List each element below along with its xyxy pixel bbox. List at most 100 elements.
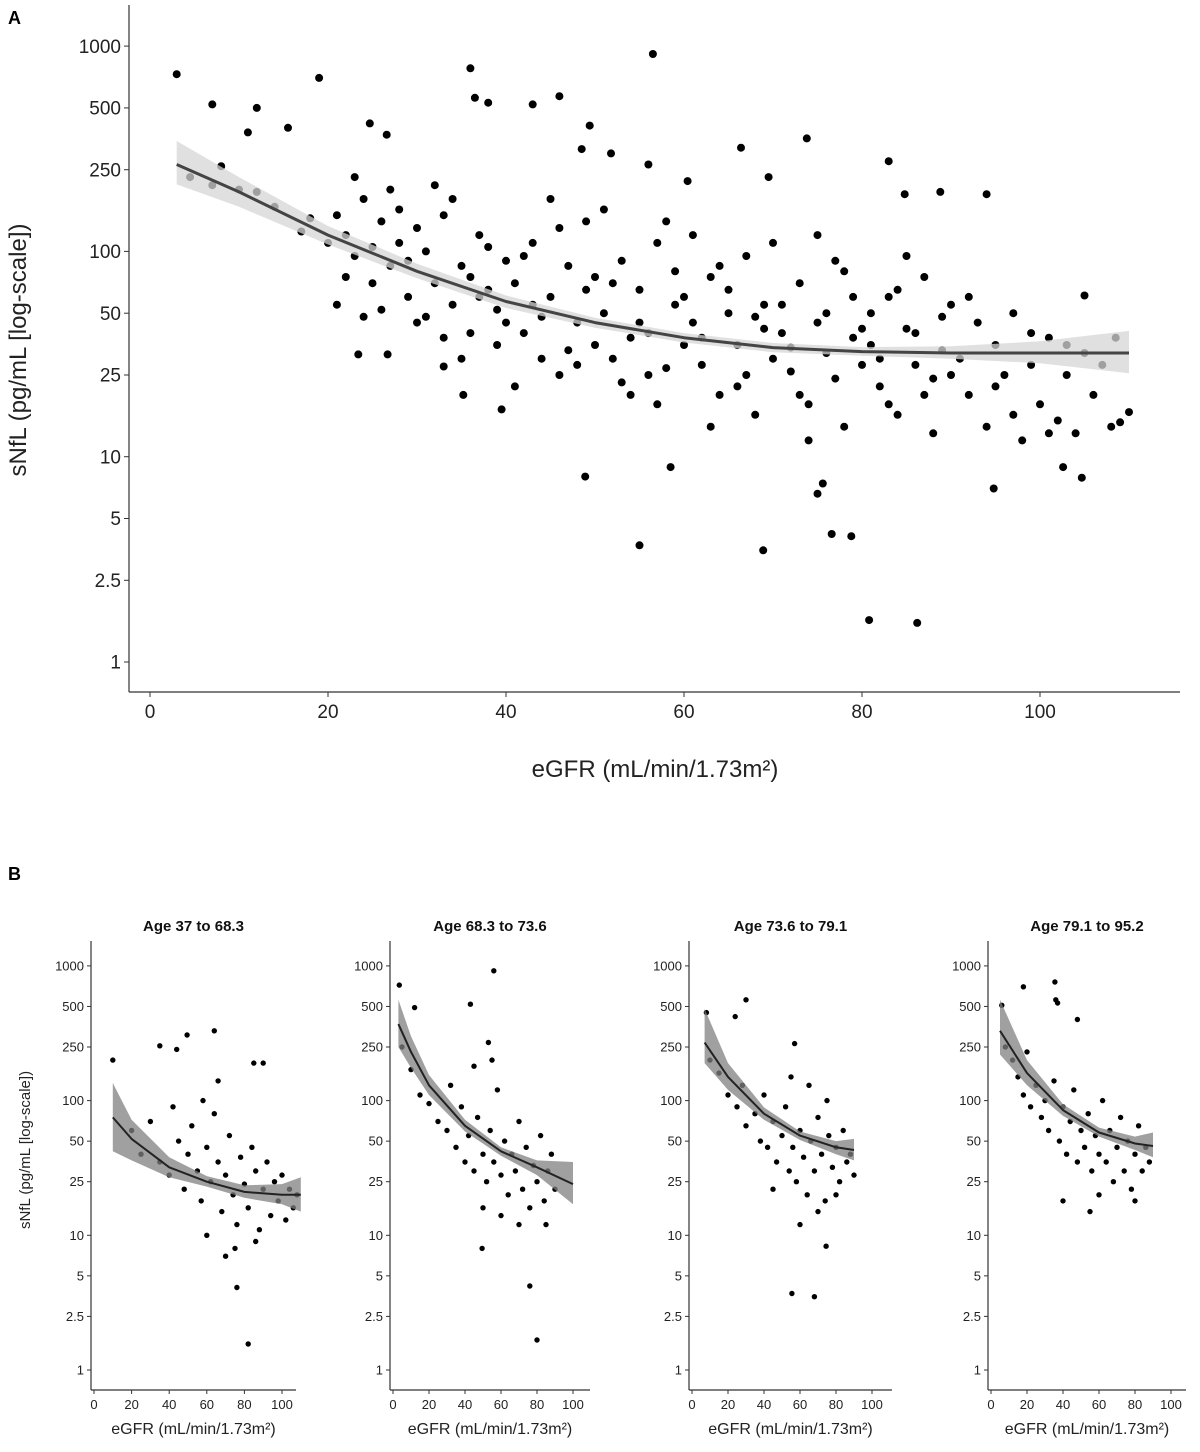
- data-point: [234, 1221, 240, 1228]
- data-point: [599, 309, 608, 318]
- panel-a-x-axis-title: eGFR (mL/min/1.73m²): [532, 756, 779, 783]
- confidence-band: [112, 1083, 301, 1212]
- data-point: [743, 997, 749, 1003]
- y-tick-label: 2.5: [365, 1309, 383, 1324]
- data-point: [453, 1144, 459, 1151]
- data-point: [840, 267, 849, 276]
- data-point: [510, 382, 519, 391]
- data-point: [534, 1179, 540, 1185]
- data-point: [847, 532, 856, 541]
- data-point: [786, 367, 795, 376]
- data-point: [1053, 416, 1062, 425]
- data-point: [662, 217, 671, 226]
- data-point: [608, 279, 617, 288]
- panel-label-a: A: [8, 8, 21, 28]
- data-point: [470, 93, 479, 102]
- data-point: [1000, 371, 1009, 379]
- data-point: [493, 305, 502, 314]
- data-point: [471, 1063, 477, 1069]
- data-point: [791, 1040, 798, 1047]
- data-point: [243, 128, 252, 137]
- data-point: [1062, 371, 1071, 379]
- y-tick-label: 1: [376, 1363, 383, 1378]
- x-tick-label: 100: [861, 1397, 883, 1412]
- data-point: [382, 130, 391, 139]
- facet-title: Age 79.1 to 95.2: [1030, 918, 1143, 935]
- fit-line: [703, 1041, 855, 1151]
- data-point: [947, 300, 955, 309]
- data-point: [505, 1192, 511, 1198]
- confidence-band: [398, 999, 573, 1205]
- data-point: [929, 374, 938, 383]
- x-tick-label: 40: [495, 702, 516, 723]
- data-point: [493, 341, 502, 349]
- data-point: [396, 982, 402, 988]
- data-point: [1078, 1127, 1084, 1134]
- data-point: [268, 1212, 274, 1219]
- data-point: [823, 1243, 829, 1249]
- data-point: [447, 1082, 454, 1089]
- data-point: [1045, 1127, 1052, 1134]
- data-point: [770, 1186, 776, 1192]
- data-point: [498, 1212, 504, 1219]
- data-point: [626, 333, 635, 342]
- data-point: [1063, 1151, 1070, 1157]
- data-point: [204, 1232, 210, 1239]
- data-point: [501, 1138, 508, 1144]
- data-point: [413, 224, 421, 232]
- data-point: [516, 1118, 522, 1125]
- y-tick-label: 25: [668, 1174, 682, 1189]
- data-point: [448, 300, 457, 309]
- y-tick-label: 25: [967, 1174, 981, 1189]
- data-point: [635, 541, 644, 550]
- data-point: [964, 390, 973, 399]
- facet-panel: 1 2.5 5 10 25 50 100 250 500 1000 0 20 40 60 80 100 Age …: [653, 918, 892, 1438]
- data-point: [219, 1208, 225, 1215]
- data-point: [760, 300, 769, 309]
- data-point: [582, 217, 591, 226]
- y-tick-label: 5: [974, 1268, 981, 1283]
- y-tick-label: 10: [100, 447, 121, 468]
- data-point: [715, 261, 724, 270]
- data-point: [607, 149, 615, 158]
- y-tick-label: 500: [660, 999, 682, 1014]
- data-point: [483, 1179, 490, 1185]
- data-point: [804, 1192, 810, 1198]
- data-point: [479, 1245, 485, 1252]
- x-tick-label: 100: [562, 1397, 584, 1412]
- data-point: [519, 329, 528, 338]
- fit-line: [176, 163, 1129, 355]
- data-point: [715, 390, 724, 399]
- data-point: [543, 1221, 549, 1228]
- data-point: [510, 279, 519, 288]
- data-point: [844, 1159, 850, 1165]
- data-point: [973, 318, 982, 327]
- x-tick-label: 0: [145, 702, 156, 723]
- data-point: [982, 190, 991, 199]
- data-point: [491, 1159, 497, 1165]
- data-point: [815, 1208, 821, 1215]
- x-tick-label: 80: [1128, 1397, 1142, 1412]
- data-point: [404, 292, 413, 301]
- data-point: [635, 318, 644, 327]
- data-point: [797, 1221, 803, 1228]
- data-point: [251, 1060, 257, 1066]
- y-tick-label: 100: [361, 1093, 383, 1108]
- data-point: [936, 187, 945, 196]
- x-tick-label: 60: [673, 702, 694, 723]
- data-point: [253, 1168, 259, 1174]
- data-point: [215, 1159, 221, 1165]
- data-point: [779, 1132, 785, 1139]
- data-point: [938, 312, 947, 321]
- data-point: [769, 238, 777, 247]
- data-point: [858, 324, 866, 333]
- data-point: [377, 217, 386, 226]
- y-tick-label: 25: [100, 366, 121, 387]
- y-tick-label: 1000: [354, 958, 383, 973]
- data-point: [947, 371, 955, 379]
- data-point: [777, 300, 786, 309]
- data-point: [462, 1159, 468, 1165]
- data-point: [733, 382, 742, 391]
- y-tick-label: 100: [959, 1093, 981, 1108]
- x-tick-label: 0: [389, 1397, 396, 1412]
